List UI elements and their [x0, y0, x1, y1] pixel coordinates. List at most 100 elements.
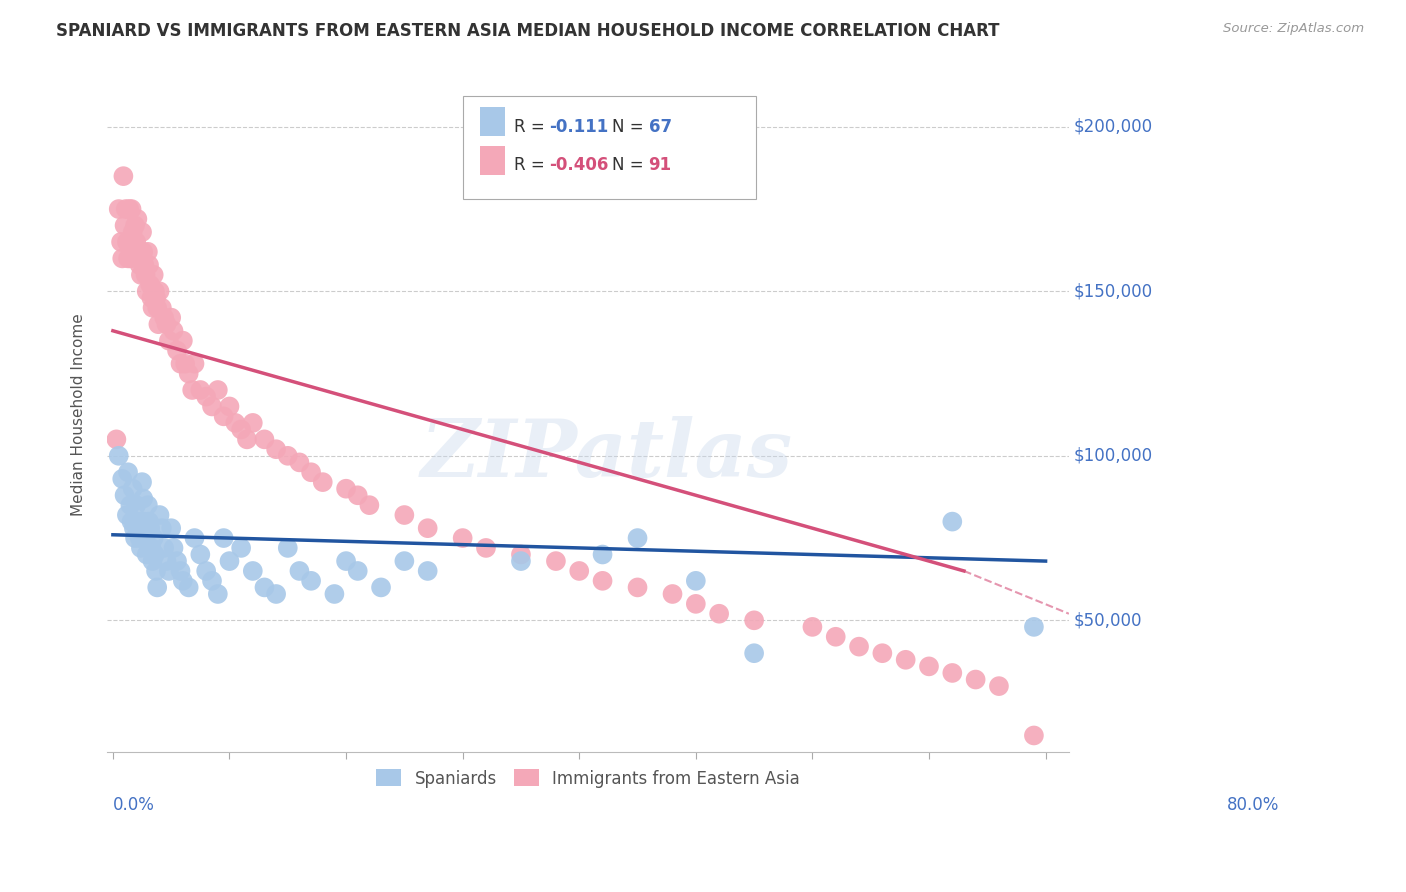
Point: [107, 449, 129, 463]
Point: [212, 531, 235, 545]
Point: [114, 202, 136, 216]
Point: [416, 521, 439, 535]
Point: [128, 252, 150, 266]
Point: [166, 343, 188, 358]
Point: [544, 554, 567, 568]
Point: [299, 574, 322, 588]
Point: [143, 548, 166, 562]
Point: [201, 400, 224, 414]
Point: [918, 659, 941, 673]
Point: [941, 515, 963, 529]
Point: [142, 268, 165, 282]
Point: [288, 564, 311, 578]
Point: [742, 646, 765, 660]
Point: [264, 587, 287, 601]
Point: [394, 554, 416, 568]
Point: [166, 554, 188, 568]
Point: [120, 252, 142, 266]
Point: [150, 521, 173, 535]
Point: [105, 433, 128, 447]
Point: [138, 515, 160, 529]
Point: [965, 673, 987, 687]
Point: [894, 653, 917, 667]
Point: [148, 317, 170, 331]
Point: [146, 301, 169, 315]
Point: [183, 531, 205, 545]
Point: [135, 548, 157, 562]
Text: N =: N =: [612, 156, 650, 174]
Point: [510, 548, 533, 562]
Point: [742, 613, 765, 627]
Point: [121, 515, 143, 529]
Point: [253, 433, 276, 447]
Text: $100,000: $100,000: [1074, 447, 1153, 465]
Point: [111, 252, 134, 266]
Point: [141, 291, 163, 305]
Point: [153, 310, 176, 325]
Point: [121, 482, 143, 496]
Point: [824, 630, 846, 644]
Point: [141, 541, 163, 555]
Point: [121, 202, 143, 216]
Point: [370, 581, 392, 595]
Point: [177, 367, 200, 381]
Point: [125, 235, 148, 249]
Text: R =: R =: [515, 118, 550, 136]
Point: [987, 679, 1010, 693]
Point: [236, 433, 259, 447]
Text: R =: R =: [515, 156, 550, 174]
Point: [122, 521, 145, 535]
Point: [115, 508, 138, 522]
Point: [626, 531, 648, 545]
Point: [169, 564, 191, 578]
Text: ZIPatlas: ZIPatlas: [422, 417, 793, 494]
Point: [707, 607, 730, 621]
Point: [112, 169, 135, 183]
Point: [139, 277, 162, 292]
Text: -0.111: -0.111: [550, 118, 609, 136]
Point: [231, 422, 253, 436]
Point: [335, 554, 357, 568]
Point: [685, 574, 707, 588]
Point: [207, 587, 229, 601]
Point: [117, 252, 139, 266]
Point: [195, 564, 218, 578]
Point: [148, 285, 170, 299]
Point: [132, 491, 155, 506]
Point: [416, 564, 439, 578]
Point: [135, 531, 157, 545]
Point: [134, 258, 156, 272]
Point: [160, 310, 183, 325]
Point: [335, 482, 357, 496]
Point: [312, 475, 335, 489]
Point: [136, 244, 159, 259]
Point: [136, 498, 159, 512]
Point: [162, 541, 184, 555]
Point: [145, 564, 167, 578]
Point: [181, 383, 204, 397]
Point: [131, 225, 153, 239]
Point: [801, 620, 824, 634]
Point: [592, 574, 614, 588]
Point: [120, 498, 142, 512]
Point: [1022, 620, 1045, 634]
Point: [188, 548, 211, 562]
Text: Source: ZipAtlas.com: Source: ZipAtlas.com: [1223, 22, 1364, 36]
Text: 67: 67: [648, 118, 672, 136]
Point: [141, 301, 163, 315]
Point: [114, 488, 136, 502]
Point: [277, 541, 299, 555]
Text: 0.0%: 0.0%: [112, 796, 155, 814]
Text: N =: N =: [612, 118, 650, 136]
Text: 91: 91: [648, 156, 672, 174]
Point: [174, 357, 197, 371]
Point: [157, 564, 180, 578]
Text: $50,000: $50,000: [1074, 611, 1142, 630]
Point: [394, 508, 416, 522]
Point: [142, 531, 165, 545]
Point: [201, 574, 224, 588]
Point: [685, 597, 707, 611]
Point: [172, 334, 194, 348]
FancyBboxPatch shape: [481, 145, 505, 175]
Point: [277, 449, 299, 463]
